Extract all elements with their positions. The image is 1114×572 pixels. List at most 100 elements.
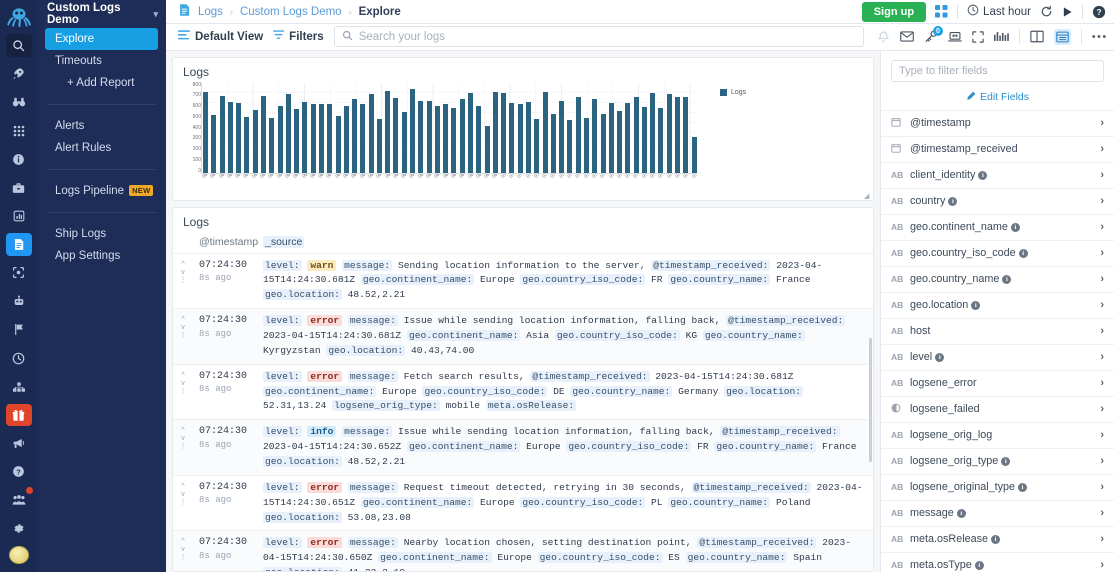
field-info-icon[interactable]: i: [1018, 248, 1028, 258]
chart-bar[interactable]: [426, 100, 432, 173]
field-key[interactable]: geo.continent_name:: [360, 496, 475, 508]
table-row[interactable]: ^ v ⋮ 07:24:30 8s ago level: error message: N…: [173, 531, 873, 571]
field-info-icon[interactable]: i: [935, 352, 945, 362]
expand-caret-icon[interactable]: ^: [181, 371, 185, 379]
level-badge[interactable]: info: [307, 426, 337, 438]
field-row[interactable]: logsene_failed ›: [881, 395, 1114, 422]
bars-sparkline-icon[interactable]: [994, 32, 1009, 42]
field-key-level[interactable]: level:: [263, 315, 302, 327]
app-selector[interactable]: Custom Logs Demo ▾: [37, 0, 166, 28]
row-controls[interactable]: ^ v ⋮: [173, 314, 193, 339]
chart-bar[interactable]: [376, 118, 382, 173]
field-key[interactable]: geo.location:: [263, 289, 342, 301]
field-key[interactable]: @timestamp_received:: [530, 370, 650, 382]
collapse-caret-icon[interactable]: v: [181, 435, 185, 443]
apps-grid-icon[interactable]: [935, 5, 948, 18]
chart-bar[interactable]: [691, 136, 697, 173]
bell-alert-icon[interactable]: [877, 30, 890, 43]
field-info-icon[interactable]: i: [991, 534, 1001, 544]
header-timestamp[interactable]: @timestamp: [199, 235, 259, 248]
chart-bar[interactable]: [310, 104, 316, 173]
chart-bar[interactable]: [318, 104, 324, 173]
chart-bar[interactable]: [434, 105, 440, 173]
chart-bar[interactable]: [641, 107, 647, 173]
chart-bar[interactable]: [443, 103, 449, 173]
search-input[interactable]: [358, 30, 856, 43]
default-view-button[interactable]: Default View: [178, 30, 263, 43]
chart-bar[interactable]: [385, 91, 391, 173]
field-key[interactable]: geo.country_name:: [702, 329, 805, 341]
fields-filter-input[interactable]: [891, 59, 1104, 82]
field-row[interactable]: @timestamp ›: [881, 109, 1114, 136]
field-key-level[interactable]: level:: [263, 370, 302, 382]
field-key[interactable]: geo.country_iso_code:: [422, 385, 548, 397]
collapse-caret-icon[interactable]: v: [181, 490, 185, 498]
table-row[interactable]: ^ v ⋮ 07:24:30 8s ago level: info message: Is…: [173, 420, 873, 476]
gift-icon[interactable]: [5, 403, 32, 427]
chevron-right-icon[interactable]: ›: [1100, 507, 1104, 520]
table-row[interactable]: ^ v ⋮ 07:24:30 8s ago level: error message: F…: [173, 365, 873, 421]
megaphone-icon[interactable]: [6, 432, 32, 454]
collapse-caret-icon[interactable]: v: [181, 324, 185, 332]
chevron-right-icon[interactable]: ›: [1100, 377, 1104, 390]
chart-bar[interactable]: [244, 116, 250, 173]
field-key-message[interactable]: message:: [342, 259, 393, 271]
row-menu-icon[interactable]: ⋮: [179, 276, 187, 284]
field-key[interactable]: geo.continent_name:: [360, 274, 475, 286]
chevron-right-icon[interactable]: ›: [1100, 481, 1104, 494]
key-icon[interactable]: 0: [924, 26, 943, 43]
field-row[interactable]: AB geo.country_name i ›: [881, 265, 1114, 292]
field-row[interactable]: AB geo.location i ›: [881, 291, 1114, 318]
field-key[interactable]: @timestamp_received:: [726, 315, 846, 327]
chart-bar[interactable]: [559, 101, 565, 173]
field-key[interactable]: geo.continent_name:: [406, 441, 521, 453]
clock-icon[interactable]: [6, 347, 32, 369]
field-key-level[interactable]: level:: [263, 537, 302, 549]
chevron-right-icon[interactable]: ›: [1100, 299, 1104, 312]
level-badge[interactable]: error: [307, 370, 343, 382]
field-info-icon[interactable]: i: [978, 170, 988, 180]
octopus-logo-icon[interactable]: [4, 5, 34, 28]
field-key-message[interactable]: message:: [347, 537, 398, 549]
field-row[interactable]: AB meta.osRelease i ›: [881, 525, 1114, 552]
field-key[interactable]: geo.country_iso_code:: [520, 274, 646, 286]
play-icon[interactable]: [1062, 6, 1073, 18]
field-key[interactable]: geo.country_name:: [570, 385, 673, 397]
logs-scroll-thumb[interactable]: [869, 338, 872, 462]
sidebar-item-explore[interactable]: Explore: [45, 28, 158, 50]
field-key[interactable]: geo.location:: [263, 567, 342, 571]
field-row[interactable]: AB logsene_original_type i ›: [881, 473, 1114, 500]
level-badge[interactable]: error: [307, 481, 343, 493]
row-controls[interactable]: ^ v ⋮: [173, 481, 193, 506]
infrastructure-icon[interactable]: [6, 375, 32, 397]
field-key-level[interactable]: level:: [263, 259, 302, 271]
field-key[interactable]: geo.country_name:: [668, 274, 771, 286]
chart-bar[interactable]: [658, 107, 664, 173]
chevron-right-icon[interactable]: ›: [1100, 221, 1104, 234]
chart-bar[interactable]: [459, 98, 465, 173]
chart-bar[interactable]: [534, 119, 540, 173]
expand-caret-icon[interactable]: ^: [181, 482, 185, 490]
time-range-picker[interactable]: Last hour: [967, 4, 1031, 19]
field-key[interactable]: meta.osRelease:: [485, 400, 577, 412]
rocket-icon[interactable]: [6, 63, 32, 85]
briefcase-inbox-icon[interactable]: [6, 176, 32, 198]
field-row[interactable]: AB host ›: [881, 317, 1114, 344]
chart-bar[interactable]: [302, 101, 308, 173]
logs-document-icon[interactable]: [5, 233, 32, 256]
expand-caret-icon[interactable]: ^: [181, 316, 185, 324]
envelope-icon[interactable]: [900, 31, 914, 42]
search-box[interactable]: [333, 26, 864, 48]
table-row[interactable]: ^ v ⋮ 07:24:30 8s ago level: warn message: Se…: [173, 254, 873, 310]
field-key-message[interactable]: message:: [347, 370, 398, 382]
chart-bar[interactable]: [550, 113, 556, 173]
field-key[interactable]: geo.country_iso_code:: [537, 552, 663, 564]
chevron-right-icon[interactable]: ›: [1100, 143, 1104, 156]
sign-up-button[interactable]: Sign up: [861, 1, 927, 22]
field-key[interactable]: geo.continent_name:: [378, 552, 492, 564]
filters-button[interactable]: Filters: [273, 30, 324, 43]
chart-bar[interactable]: [260, 96, 266, 173]
field-info-icon[interactable]: i: [1018, 482, 1028, 492]
chart-bar[interactable]: [252, 109, 258, 173]
collapse-caret-icon[interactable]: v: [181, 546, 185, 554]
